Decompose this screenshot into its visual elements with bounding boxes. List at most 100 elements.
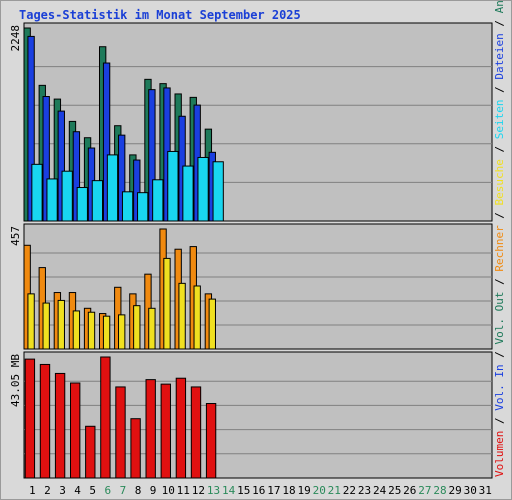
day-label: 8 [135, 484, 142, 497]
legend-item: / [493, 139, 506, 159]
legend-item: Seiten [493, 99, 506, 139]
legend-item: Rechner [493, 225, 506, 272]
panel-visits-max-label: 457 [9, 226, 22, 246]
day-label: 16 [252, 484, 265, 497]
bar-besuche-day-11 [178, 282, 186, 350]
panel-volume: 43.05 MB [9, 351, 493, 479]
day-label: 14 [222, 484, 236, 497]
day-label: 30 [464, 484, 477, 497]
bar-volumen-day-2 [39, 363, 51, 479]
day-label: 29 [448, 484, 461, 497]
day-label: 17 [267, 484, 280, 497]
bar-dateien-day-3 [57, 110, 65, 222]
series-rechner [23, 228, 213, 350]
bar-besuche-day-5 [87, 311, 96, 350]
bar-volumen-day-1 [24, 358, 36, 479]
bar-besuche-day-10 [163, 257, 171, 350]
bar-besuche-day-2 [42, 302, 50, 350]
day-labels: 1 2 3 4 5 6 7 8 9 10 11 12 13 14 15 16 17 18 19 20 21 22 23 24 2… [29, 484, 492, 497]
legend-item: Vol. In [493, 364, 506, 410]
bar-besuche-day-12 [193, 285, 201, 350]
day-label: 27 [418, 484, 431, 497]
bar-seiten-day-2 [46, 178, 58, 222]
bar-besuche-day-6 [102, 315, 111, 350]
day-label: 11 [177, 484, 190, 497]
bar-volumen-day-9 [145, 379, 156, 479]
bar-seiten-day-5 [91, 180, 104, 222]
day-label: 22 [343, 484, 356, 497]
day-label: 15 [237, 484, 250, 497]
day-label: 4 [74, 484, 81, 497]
bar-dateien-day-1 [27, 35, 35, 222]
day-label: 7 [120, 484, 127, 497]
bar-besuche-day-7 [118, 314, 126, 350]
bar-besuche-day-3 [57, 299, 65, 350]
legend-item: / [493, 80, 506, 100]
day-label: 1 [29, 484, 36, 497]
day-label: 9 [150, 484, 157, 497]
legend-item: / [493, 13, 506, 33]
day-label: 28 [433, 484, 446, 497]
chart-title: Tages-Statistik im Monat September 2025 [19, 8, 301, 22]
bar-seiten-day-1 [31, 163, 43, 222]
legend-item: / [493, 272, 506, 292]
chart-panels: 2248 457 43.05 MB [9, 22, 493, 479]
day-label: 21 [328, 484, 341, 497]
day-label: 10 [162, 484, 175, 497]
bar-volumen-day-4 [70, 382, 81, 479]
bar-besuche-day-8 [133, 305, 141, 350]
bar-seiten-day-10 [167, 150, 179, 222]
bar-seiten-day-4 [76, 187, 88, 222]
bar-seiten-day-3 [61, 170, 73, 222]
legend-item: Besuche [493, 159, 506, 205]
day-label: 5 [89, 484, 96, 497]
series-dateien [27, 35, 216, 222]
day-label: 6 [104, 484, 111, 497]
series-seiten [31, 150, 224, 222]
bar-besuche-day-13 [208, 298, 216, 350]
legend-item: Dateien [493, 33, 506, 79]
bar-volumen-day-10 [160, 383, 171, 479]
bar-volumen-day-7 [115, 386, 126, 479]
bar-dateien-day-9 [148, 89, 156, 222]
bar-dateien-day-6 [102, 62, 111, 222]
legend-item: / [493, 411, 506, 431]
bar-dateien-day-4 [72, 131, 81, 222]
series-besuche [27, 257, 216, 350]
day-label: 2 [44, 484, 51, 497]
day-label: 20 [313, 484, 326, 497]
bar-volumen-day-12 [190, 386, 202, 479]
day-label: 19 [297, 484, 310, 497]
day-label: 3 [59, 484, 66, 497]
legend-item: / [493, 205, 506, 225]
day-label: 18 [282, 484, 295, 497]
bar-dateien-day-8 [133, 159, 141, 222]
panel-volume-max-label: 43.05 MB [9, 354, 22, 407]
legend: Volumen / Vol. In / Vol. Out / Rechner /… [493, 0, 506, 477]
legend-item: Anfragen [493, 0, 506, 13]
bar-seiten-day-9 [152, 179, 164, 222]
bar-volumen-day-3 [54, 372, 66, 479]
bar-dateien-day-7 [118, 134, 126, 222]
bar-besuche-day-1 [27, 293, 35, 350]
bar-volumen-day-6 [100, 356, 111, 479]
legend-item: Volumen [493, 431, 506, 477]
bar-volumen-day-5 [85, 425, 96, 479]
day-label: 12 [192, 484, 205, 497]
bar-seiten-day-8 [137, 192, 149, 222]
day-label: 26 [403, 484, 416, 497]
bar-seiten-day-12 [197, 156, 209, 222]
day-label: 25 [388, 484, 401, 497]
legend-item: Vol. Out [493, 292, 506, 345]
bar-seiten-day-6 [106, 154, 119, 222]
day-label: 23 [358, 484, 371, 497]
series-volumen [24, 356, 217, 479]
day-label: 31 [479, 484, 492, 497]
bar-volumen-day-8 [130, 418, 141, 479]
bar-volumen-day-13 [205, 403, 217, 479]
day-label: 24 [373, 484, 387, 497]
day-label: 13 [207, 484, 220, 497]
bar-besuche-day-4 [72, 310, 81, 350]
bar-dateien-day-2 [42, 96, 50, 222]
